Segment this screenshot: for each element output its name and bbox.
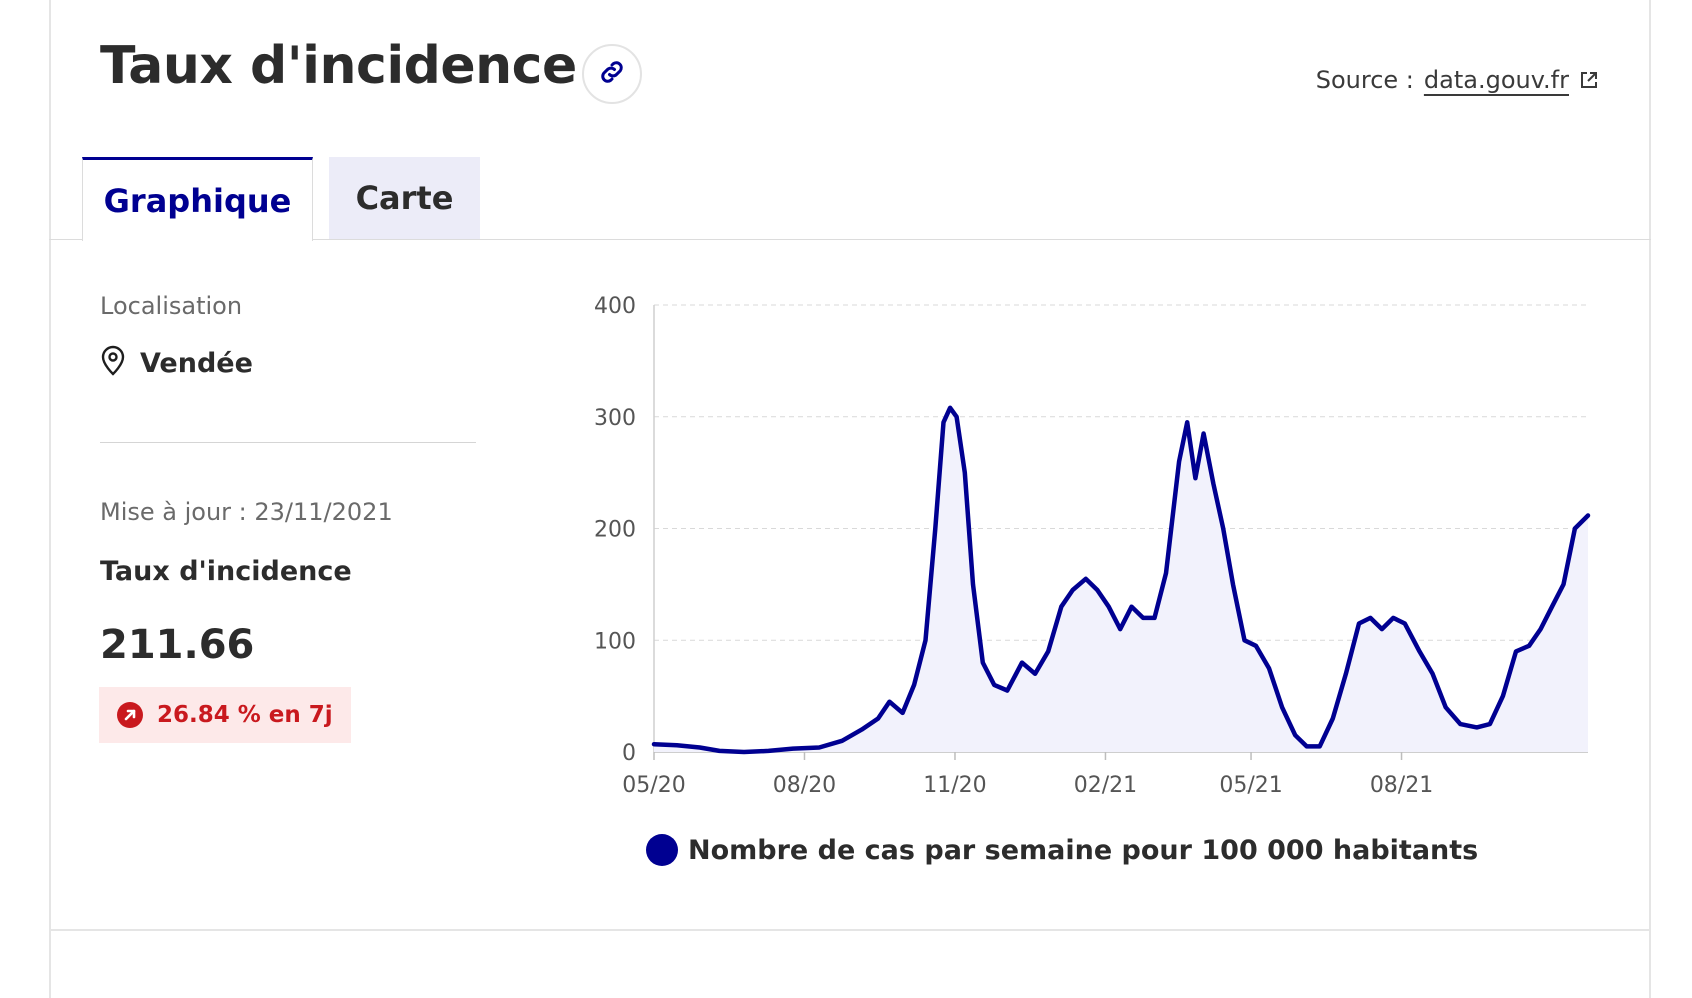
x-tick-label: 05/20 [622,773,685,798]
incidence-card [49,0,1651,998]
link-icon [597,57,627,91]
card-bottom-border [49,929,1651,931]
series-area [654,407,1588,752]
source-label: Source : [1315,66,1414,94]
sidebar-divider [100,442,476,443]
x-tick-label: 11/20 [923,773,986,798]
y-tick-label: 400 [594,294,636,319]
external-link-icon [1579,70,1599,90]
tab-divider [49,239,1651,240]
source-line: Source : data.gouv.fr [1316,66,1599,94]
y-tick-label: 100 [594,629,636,654]
y-tick-label: 300 [594,406,636,431]
copy-link-button[interactable] [582,44,642,104]
legend-swatch [646,834,678,866]
location-value: Vendée [100,345,253,379]
metric-name: Taux d'incidence [100,556,352,587]
source-link-text: data.gouv.fr [1423,66,1569,94]
incidence-chart: 0 100 200 300 400 05/20 08/20 11/20 02/21 05/21 08… [594,294,1591,798]
x-tick-label: 02/21 [1074,773,1137,798]
location-name: Vendée [140,348,253,379]
change-text: 26.84 % en 7j [157,702,333,728]
map-pin-icon [100,344,126,376]
location-label: Localisation [100,292,243,320]
y-tick-label: 200 [594,518,636,543]
update-date: Mise à jour : 23/11/2021 [100,498,393,526]
page-title: Taux d'incidence [100,36,577,96]
y-tick-label: 0 [622,741,636,766]
x-tick-label: 08/20 [773,773,836,798]
change-badge: 26.84 % en 7j [99,687,351,743]
x-tick-label: 08/21 [1370,773,1433,798]
tab-carte[interactable]: Carte [329,157,480,239]
tab-graphique-label: Graphique [103,181,292,220]
arrow-up-right-icon [117,702,143,728]
x-tick-label: 05/21 [1219,773,1282,798]
chart-legend: Nombre de cas par semaine pour 100 000 h… [646,834,1478,866]
metric-value: 211.66 [100,622,255,668]
source-link[interactable]: data.gouv.fr [1424,66,1599,94]
tab-carte-label: Carte [355,179,454,217]
series-line [651,405,1591,755]
tab-graphique[interactable]: Graphique [82,157,313,241]
legend-label: Nombre de cas par semaine pour 100 000 h… [688,834,1479,866]
